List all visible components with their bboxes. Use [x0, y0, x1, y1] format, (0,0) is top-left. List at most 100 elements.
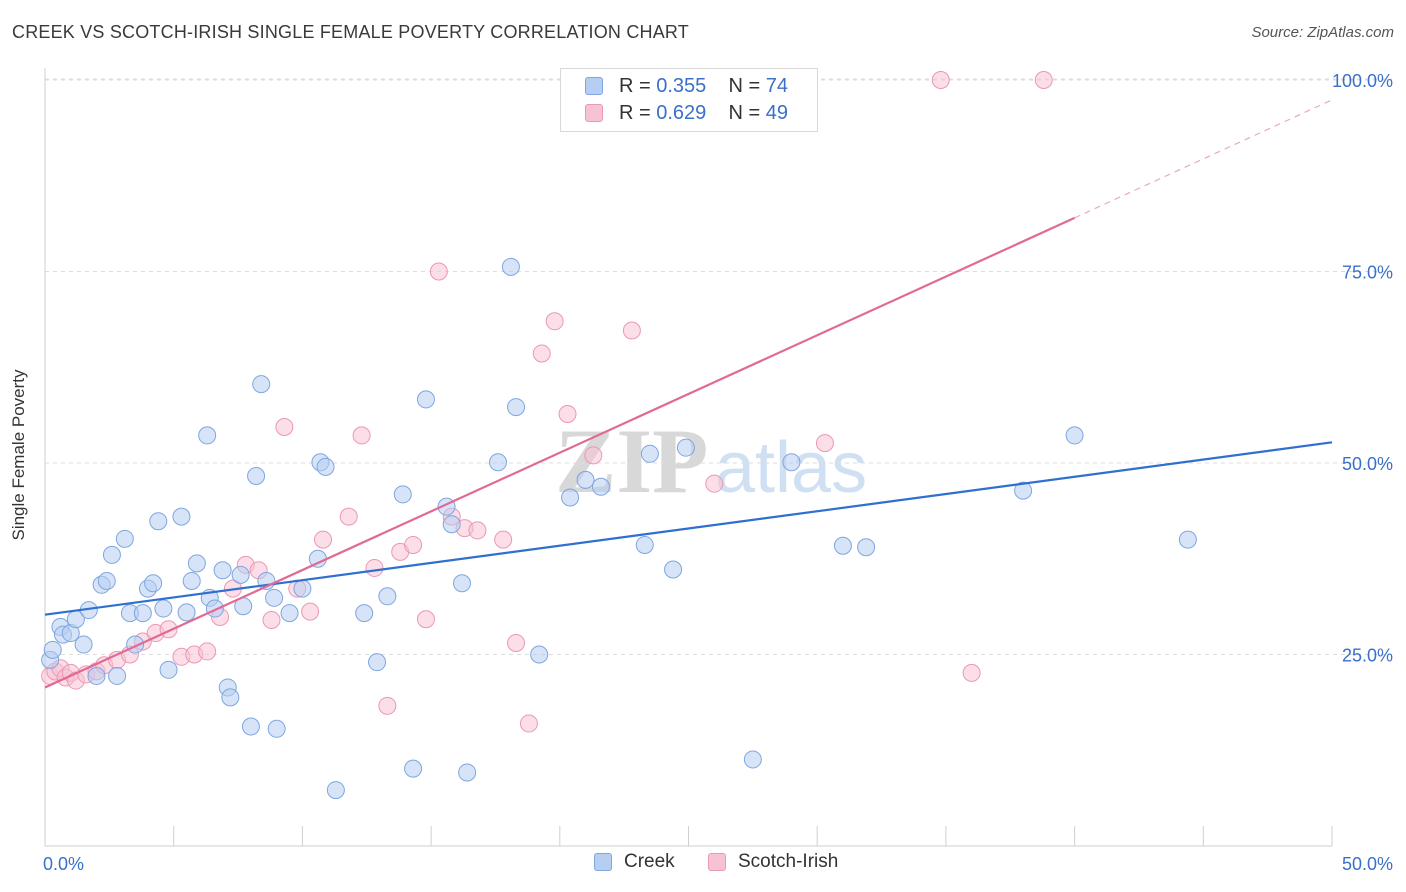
- x-tick-label: 0.0%: [43, 854, 84, 874]
- creek-point: [74, 635, 93, 654]
- creek-point: [231, 565, 250, 584]
- creek-point: [576, 470, 595, 489]
- creek-point: [393, 485, 412, 504]
- legend-item-scotch-irish: Scotch-Irish: [708, 851, 838, 873]
- creek-point: [489, 453, 508, 472]
- scotch-irish-point: [622, 321, 641, 340]
- scotch-irish-point: [705, 474, 724, 493]
- n-value: 74: [765, 74, 789, 97]
- creek-point: [833, 536, 852, 555]
- y-tick-label: 50.0%: [1342, 454, 1393, 474]
- creek-point: [416, 390, 435, 409]
- creek-point: [635, 535, 654, 554]
- creek-point: [561, 488, 580, 507]
- creek-point: [177, 603, 196, 622]
- creek-point: [252, 375, 271, 394]
- creek-point: [115, 529, 134, 548]
- y-axis-tick-labels: 25.0% 50.0% 75.0% 100.0%: [1332, 71, 1393, 666]
- r-value: 0.629: [656, 101, 707, 124]
- creek-point: [404, 759, 423, 778]
- creek-point: [591, 477, 610, 496]
- legend-label-creek: Creek: [624, 851, 675, 872]
- source-credit: Source: ZipAtlas.com: [1251, 24, 1394, 41]
- creek-point: [1178, 530, 1197, 549]
- n-value: 49: [765, 101, 789, 124]
- creek-point: [221, 688, 240, 707]
- creek-point: [267, 719, 286, 738]
- x-axis-ticks: [44, 826, 1333, 846]
- y-tick-label: 100.0%: [1332, 71, 1393, 91]
- creek-point: [182, 571, 201, 590]
- creek-point: [316, 457, 335, 476]
- creek-point: [154, 599, 173, 618]
- legend-row-creek: R = 0.355 N = 74: [585, 73, 788, 99]
- trend-lines: [44, 99, 1333, 689]
- creek-point: [326, 781, 345, 800]
- creek-point: [664, 560, 683, 579]
- creek-point: [149, 512, 168, 531]
- scotch-irish-points: [41, 71, 1053, 733]
- watermark: ZIP atlas: [555, 410, 867, 512]
- chart-title: CREEK VS SCOTCH-IRISH SINGLE FEMALE POVE…: [12, 22, 689, 42]
- scotch-irish-point: [301, 602, 320, 621]
- scotch-irish-point: [468, 521, 487, 540]
- creek-trend-line: [44, 441, 1333, 616]
- creek-point: [368, 653, 387, 672]
- creek-point: [1065, 426, 1084, 445]
- creek-point: [265, 588, 284, 607]
- n-label: N =: [728, 74, 761, 97]
- scotch-irish-point: [378, 696, 397, 715]
- creek-point: [676, 438, 695, 457]
- creek-point: [507, 398, 526, 417]
- r-label: R =: [619, 101, 651, 124]
- scotch-irish-point: [404, 535, 423, 554]
- scotch-irish-point: [416, 610, 435, 629]
- creek-point: [159, 660, 178, 679]
- n-label: N =: [728, 101, 761, 124]
- creek-point: [640, 444, 659, 463]
- scotch-irish-point: [198, 642, 217, 661]
- scotch-irish-point: [275, 417, 294, 436]
- creek-point: [857, 538, 876, 557]
- creek-point: [442, 515, 461, 534]
- correlation-legend: R = 0.355 N = 74 R = 0.629 N = 49: [560, 68, 818, 132]
- scotch-irish-point: [545, 312, 564, 331]
- creek-points: [41, 257, 1197, 800]
- creek-point: [782, 453, 801, 472]
- x-axis-tick-labels: 0.0% 50.0%: [43, 854, 1393, 874]
- legend-row-scotch-irish: R = 0.629 N = 49: [585, 100, 788, 126]
- scotch-irish-swatch: [708, 853, 726, 871]
- creek-point: [247, 467, 266, 486]
- scotch-irish-point: [507, 634, 526, 653]
- creek-point: [108, 666, 127, 685]
- creek-point: [144, 574, 163, 593]
- scotch-irish-point: [262, 611, 281, 630]
- series-legend: Creek Scotch-Irish: [0, 851, 1406, 879]
- creek-point: [87, 666, 106, 685]
- creek-point: [97, 571, 116, 590]
- creek-swatch: [594, 853, 612, 871]
- scotch-irish-point: [352, 426, 371, 445]
- creek-point: [355, 604, 374, 623]
- scotch-irish-swatch: [585, 104, 603, 122]
- creek-point: [205, 599, 224, 618]
- creek-point: [293, 579, 312, 598]
- creek-point: [378, 587, 397, 606]
- creek-point: [213, 561, 232, 580]
- creek-point: [1014, 481, 1033, 500]
- scotch-irish-point: [313, 530, 332, 549]
- scotch-irish-point: [519, 714, 538, 733]
- scotch-irish-point: [815, 434, 834, 453]
- creek-point: [743, 750, 762, 769]
- creek-point: [530, 645, 549, 664]
- legend-item-creek: Creek: [594, 851, 675, 873]
- legend-label-scotch-irish: Scotch-Irish: [738, 851, 839, 872]
- creek-point: [172, 507, 191, 526]
- y-tick-label: 25.0%: [1342, 646, 1393, 666]
- r-value: 0.355: [656, 74, 707, 97]
- x-tick-label: 50.0%: [1342, 854, 1393, 874]
- scotch-irish-trend-extension: [1074, 99, 1333, 219]
- creek-swatch: [585, 77, 603, 95]
- creek-point: [241, 717, 260, 736]
